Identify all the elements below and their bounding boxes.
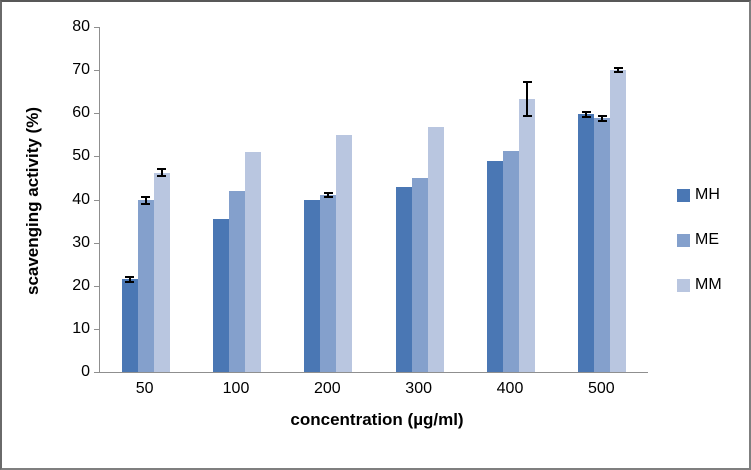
bar-MM-200 <box>336 134 353 372</box>
bar-ME-200 <box>320 195 337 372</box>
y-tick-label: 60 <box>72 104 90 122</box>
y-tick-mark <box>94 70 99 72</box>
error-bar-MM-500 <box>613 67 623 74</box>
error-bar-MM-50 <box>157 168 167 178</box>
y-tick-mark <box>94 285 99 287</box>
y-tick-label: 30 <box>72 233 90 251</box>
error-bar-ME-50 <box>141 196 151 205</box>
bar-MH-200 <box>304 199 321 372</box>
error-bar-MH-50 <box>125 275 135 283</box>
legend-swatch-MH <box>677 188 690 202</box>
y-tick-label: 20 <box>72 276 90 294</box>
x-category-label-50: 50 <box>135 380 154 397</box>
legend-label-MM: MM <box>695 276 722 293</box>
error-bar-MM-400 <box>522 80 532 118</box>
bar-ME-300 <box>411 177 428 372</box>
legend-item-MM: MM <box>677 276 722 294</box>
error-bar-ME-200 <box>323 192 333 199</box>
y-tick-mark <box>94 242 99 244</box>
bar-MM-100 <box>245 152 261 372</box>
y-tick-mark <box>94 156 99 158</box>
x-category-label-500: 500 <box>587 380 615 397</box>
x-category-label-300: 300 <box>405 380 432 397</box>
y-tick-label: 40 <box>72 190 90 208</box>
y-tick-label: 80 <box>72 18 90 35</box>
bar-MM-400 <box>519 99 535 372</box>
bar-group-200 <box>304 27 353 372</box>
x-axis-title: concentration (µg/ml) <box>290 410 464 429</box>
bar-group-50 <box>121 27 170 372</box>
legend-item-MH: MH <box>677 186 720 204</box>
y-tick-label: 50 <box>72 147 90 165</box>
bar-MH-300 <box>395 186 412 372</box>
y-tick-mark <box>94 328 99 330</box>
legend-label-MH: MH <box>695 186 720 203</box>
y-tick-mark <box>94 372 99 373</box>
error-bar-ME-500 <box>597 114 607 122</box>
bar-MM-50 <box>153 172 170 372</box>
y-tick-label: 0 <box>81 363 90 380</box>
bar-MM-300 <box>427 127 444 372</box>
y-tick-mark <box>94 113 99 115</box>
legend-item-ME: ME <box>677 231 719 249</box>
bar-group-500 <box>578 27 627 372</box>
bar-ME-400 <box>503 150 519 372</box>
y-tick-mark <box>94 27 99 28</box>
bar-group-100 <box>213 27 261 372</box>
x-category-label-200: 200 <box>313 380 341 397</box>
legend-swatch-ME <box>677 233 690 247</box>
bar-MH-400 <box>487 160 503 372</box>
bar-MH-50 <box>121 279 138 372</box>
y-tick-mark <box>94 199 99 201</box>
x-category-label-100: 100 <box>222 380 250 397</box>
y-axis-title: scavenging activity (%) <box>23 107 42 296</box>
bar-ME-50 <box>137 200 154 372</box>
bar-group-300 <box>395 27 444 372</box>
bar-MM-500 <box>610 70 627 372</box>
bar-ME-100 <box>229 190 245 372</box>
legend-swatch-MM <box>677 278 690 292</box>
plot-area <box>99 27 648 373</box>
bar-MH-100 <box>213 218 229 372</box>
bar-ME-500 <box>594 118 611 372</box>
error-bar-MH-500 <box>581 110 591 118</box>
legend-label-ME: ME <box>695 231 719 248</box>
bar-MH-500 <box>578 114 595 372</box>
x-category-label-400: 400 <box>496 380 524 397</box>
bar-group-400 <box>487 27 535 372</box>
y-tick-label: 10 <box>72 319 90 337</box>
y-tick-label: 70 <box>72 61 90 79</box>
